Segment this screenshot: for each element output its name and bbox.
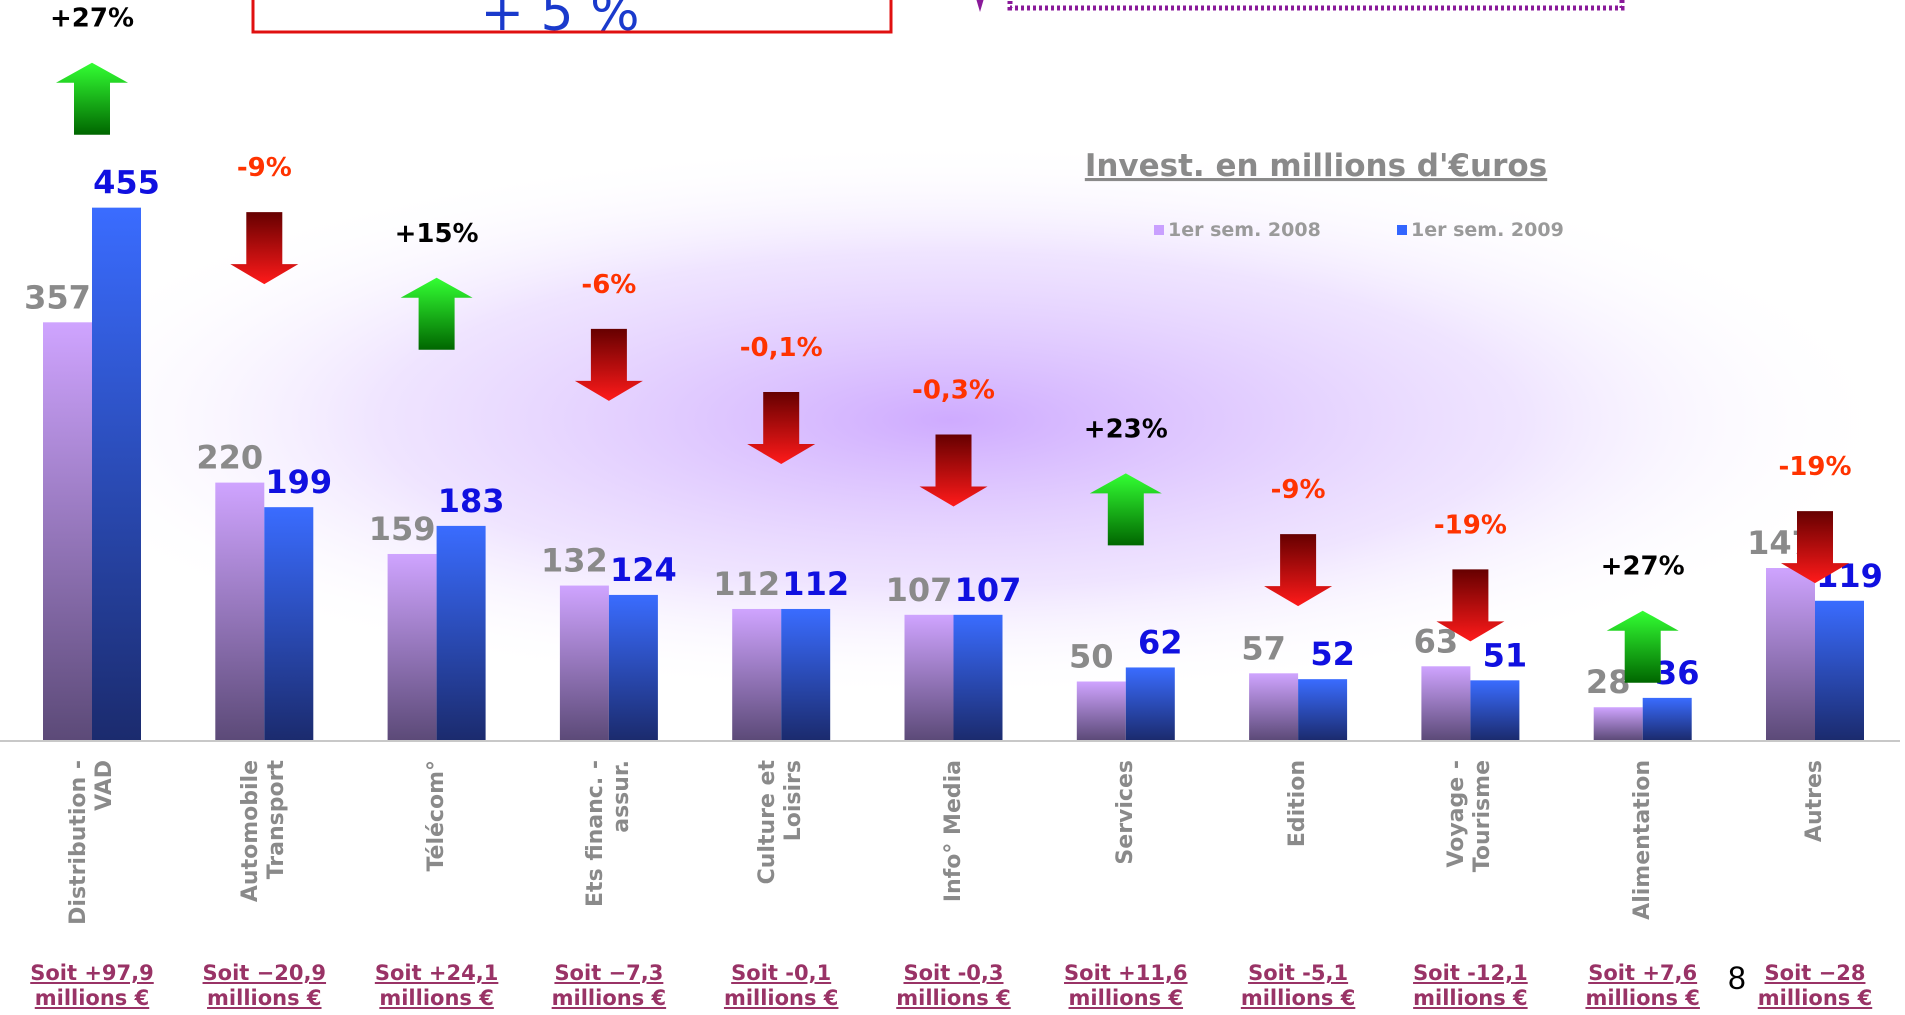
change-label: -6% [581,270,636,300]
arrow-down [747,391,816,464]
total-label: Soit -12,1 millions € [1413,961,1528,1010]
legend-swatch [1397,225,1407,235]
x-tick-label: Distribution - VAD [66,760,117,925]
x-tick-label: Voyage - Tourisme [1444,760,1496,873]
change-label: -9% [1271,475,1326,505]
bar [264,507,314,740]
arrow-up [1089,473,1162,546]
arrow-down [1264,534,1333,607]
x-tick-label: Automobile Transport [238,760,290,903]
bar [1076,681,1126,740]
bar [1642,697,1692,740]
total-label: Soit −7,3 millions € [551,961,667,1010]
value-label: 124 [610,551,677,589]
value-label: 112 [782,565,849,603]
bar [1421,666,1471,740]
x-tick-label: Ets financ. - assur. [582,760,634,907]
value-label: 28 [1586,663,1631,701]
change-label: +15% [395,219,479,249]
value-label: 455 [93,164,160,202]
total-label: Soit −20,9 millions € [202,961,327,1010]
arrow-down [574,328,643,401]
value-label: 36 [1655,654,1700,692]
total-label: Soit +11,6 millions € [1064,961,1188,1010]
arrow-up [400,277,473,350]
dotted-box [1007,0,1625,11]
change-label: +27% [1601,552,1685,582]
x-tick-label: Alimentation [1629,760,1655,920]
bar [904,614,954,740]
change-label: -0,3% [912,376,995,406]
header-text: + 5 % [480,0,639,43]
value-label: 159 [369,510,436,548]
bar [608,594,658,740]
total-label: Soit +24,1 millions € [374,961,499,1010]
legend-label: 1er sem. 2008 [1168,219,1321,241]
value-label: 50 [1069,638,1114,676]
total-label: Soit -5,1 millions € [1240,961,1356,1010]
bar [1815,600,1864,740]
bar [1249,673,1299,740]
x-tick-label: Autres [1802,760,1827,843]
header-box [251,0,893,34]
bar [559,585,609,740]
value-label: 220 [196,439,263,477]
value-label: 107 [955,571,1022,609]
change-label: -19% [1778,452,1851,482]
value-label: 57 [1241,629,1286,667]
bar [92,207,141,740]
total-label: Soit -0,1 millions € [723,961,839,1010]
bar [1766,568,1815,740]
bar [436,525,486,740]
x-tick-label: Services [1112,760,1138,865]
value-label: 112 [713,565,780,603]
change-label: +23% [1084,414,1168,444]
bar [387,553,437,740]
change-label: -9% [237,153,292,183]
page-number: 8 [1728,960,1746,996]
arrow-down [230,212,299,285]
total-label: Soit -0,3 millions € [896,961,1011,1010]
value-label: 357 [24,278,91,316]
value-label: 183 [438,482,505,520]
arrow-up [56,62,128,135]
bar [1125,667,1175,740]
legend-swatch [1154,225,1164,235]
value-label: 62 [1138,623,1183,661]
x-tick-label: Culture et Loisirs [755,760,807,885]
bar [1593,707,1643,740]
bar [781,608,831,740]
value-label: 132 [541,542,608,580]
x-tick-label: Info° Media [940,760,966,903]
chart-title: Invest. en millions d'€uros [1085,148,1547,184]
bar [1470,680,1520,740]
change-label: -0,1% [740,333,823,363]
arrow-up [1606,610,1679,683]
bar [1298,679,1348,740]
bar [953,614,1003,740]
arrow-down [1436,569,1505,642]
box-pointer [976,0,984,12]
value-label: 199 [265,463,332,501]
total-label: Soit −28 millions € [1757,961,1873,1010]
total-label: Soit +7,6 millions € [1585,961,1700,1010]
value-label: 107 [886,571,953,609]
bar [215,482,265,740]
arrow-down [919,434,988,507]
change-label: +27% [50,4,134,34]
change-label: -19% [1434,510,1507,540]
arrow-down [1781,511,1849,584]
legend-label: 1er sem. 2009 [1411,219,1564,241]
x-tick-label: Télécom° [423,760,449,872]
bar [732,608,782,740]
x-tick-label: Edition [1285,760,1311,848]
bar [43,322,92,740]
total-label: Soit +97,9 millions € [30,961,154,1010]
value-label: 52 [1310,635,1355,673]
value-label: 51 [1483,636,1528,674]
